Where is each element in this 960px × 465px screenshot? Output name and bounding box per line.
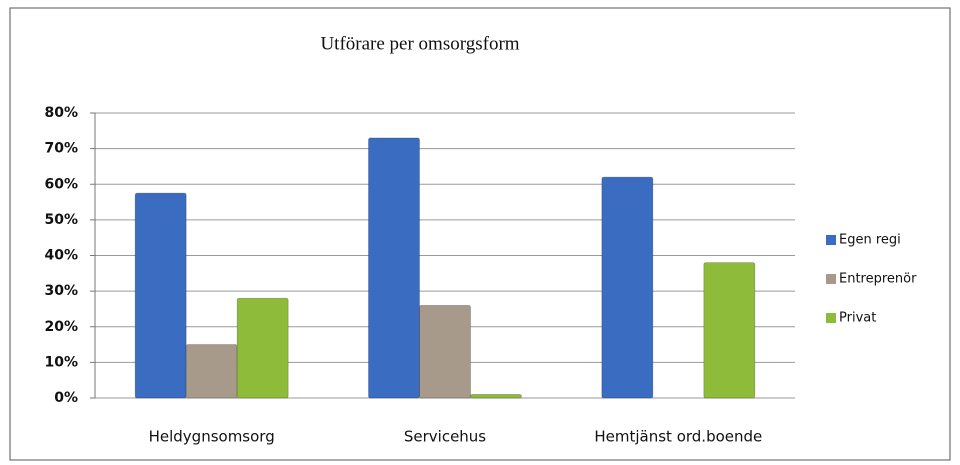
bar: [185, 344, 238, 399]
bar: [236, 297, 289, 399]
y-tick-label: 80%: [44, 105, 78, 121]
x-tick-label: Servicehus: [404, 428, 486, 446]
y-tick-label: 10%: [44, 354, 78, 370]
x-tick-label: Heldygnsomsorg: [149, 428, 275, 446]
y-tick-label: 20%: [44, 319, 78, 335]
legend-label: Privat: [839, 311, 876, 326]
x-tick-label: Hemtjänst ord.boende: [594, 428, 762, 446]
y-tick-label: 70%: [44, 141, 78, 157]
legend-label: Entreprenör: [839, 272, 917, 287]
bar: [419, 304, 471, 399]
legend-label: Egen regi: [839, 233, 901, 248]
bar: [470, 394, 522, 399]
bar: [703, 262, 756, 399]
legend-swatch: [826, 235, 836, 245]
legend-swatch: [826, 274, 836, 284]
bar: [368, 137, 420, 399]
y-tick-label: 30%: [44, 283, 78, 299]
y-tick-label: 60%: [44, 176, 78, 192]
y-tick-label: 40%: [44, 248, 78, 264]
y-tick-label: 0%: [54, 390, 78, 406]
legend-swatch: [826, 313, 836, 323]
chart-title: Utförare per omsorgsform: [320, 33, 519, 54]
y-tick-label: 50%: [44, 212, 78, 228]
bar: [601, 176, 654, 399]
bar: [134, 192, 187, 399]
